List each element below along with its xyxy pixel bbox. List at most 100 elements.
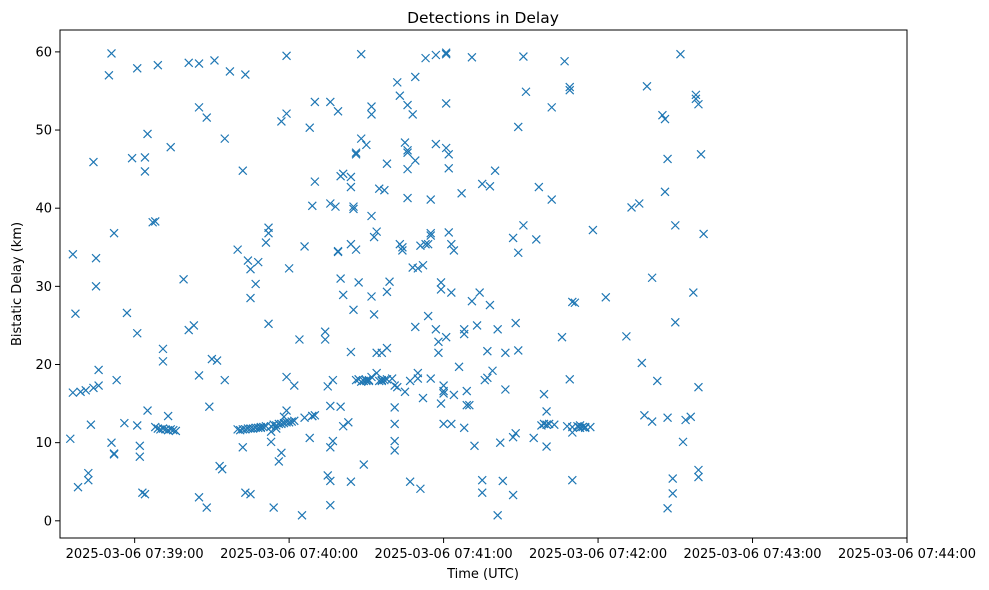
data-point [68,388,78,398]
data-point [500,385,510,394]
data-point [325,442,335,452]
data-point [179,274,188,284]
data-point [495,438,505,448]
data-point [233,245,243,255]
data-point [521,87,531,97]
data-point [119,418,129,428]
data-point [444,149,454,159]
data-point [464,400,474,410]
data-point [565,85,575,95]
data-point [627,202,636,212]
data-point [518,220,528,230]
data-point [601,292,611,302]
data-point [150,422,160,432]
data-point [482,373,492,383]
data-point [426,195,436,205]
data-point [184,58,194,68]
data-point [441,143,451,153]
data-point [367,211,376,221]
data-point [153,60,163,70]
data-point [585,422,595,432]
data-point [109,449,119,459]
data-point [699,229,709,239]
data-point [459,423,469,433]
data-point [663,154,672,164]
data-point [444,163,454,173]
data-point [575,421,585,430]
data-point [397,242,407,252]
data-point [246,293,255,303]
data-point [549,420,559,430]
data-point [189,320,199,330]
data-point [135,452,145,462]
data-point [660,114,670,124]
data-point [372,227,382,237]
data-point [647,273,657,283]
data-point [439,386,449,396]
data-point [346,477,356,487]
data-point [351,375,361,385]
data-point [289,416,299,426]
data-point [529,433,539,443]
data-point [462,386,472,396]
data-point [367,102,376,112]
data-point [439,419,449,429]
data-point [261,238,271,248]
data-point [403,193,412,203]
data-point [511,318,521,328]
data-point [91,281,101,291]
data-point [539,389,549,399]
data-point [71,309,80,319]
data-point [238,166,248,176]
data-point [166,424,176,434]
data-point [135,441,145,451]
data-point [166,142,176,152]
data-point [477,488,487,498]
data-point [305,123,315,133]
data-point [449,245,459,255]
data-point [276,419,286,429]
data-point [320,335,330,344]
data-point [361,140,371,150]
data-point [251,279,261,289]
data-point [457,188,467,198]
data-point [694,382,703,392]
data-point [681,415,691,425]
y-tick-label: 30 [35,280,52,295]
data-point [493,324,503,334]
data-point [132,63,142,73]
data-point [637,358,647,368]
data-point [194,102,204,112]
data-point [338,290,348,300]
data-point [94,381,104,391]
data-point [670,317,680,327]
data-point [436,278,446,287]
data-point [426,231,436,240]
data-point [264,228,273,238]
data-point [271,421,281,430]
data-point [382,159,392,169]
data-point [132,421,142,430]
data-point [194,59,204,69]
data-point [163,411,173,421]
data-point [310,97,320,107]
plot-area-frame [59,29,908,539]
data-point [694,99,703,109]
data-point [158,356,168,366]
data-point [490,166,500,176]
data-point [107,49,116,58]
data-point [421,239,430,249]
data-point [282,372,291,382]
data-point [238,442,248,452]
data-point [477,179,487,189]
data-point [408,109,418,119]
data-point [338,421,348,431]
data-point [531,235,541,244]
data-point [397,245,407,255]
data-point [367,372,376,382]
data-point [663,413,672,423]
data-point [459,329,469,339]
data-point [542,442,551,451]
data-point [168,425,178,435]
data-point [403,148,412,158]
